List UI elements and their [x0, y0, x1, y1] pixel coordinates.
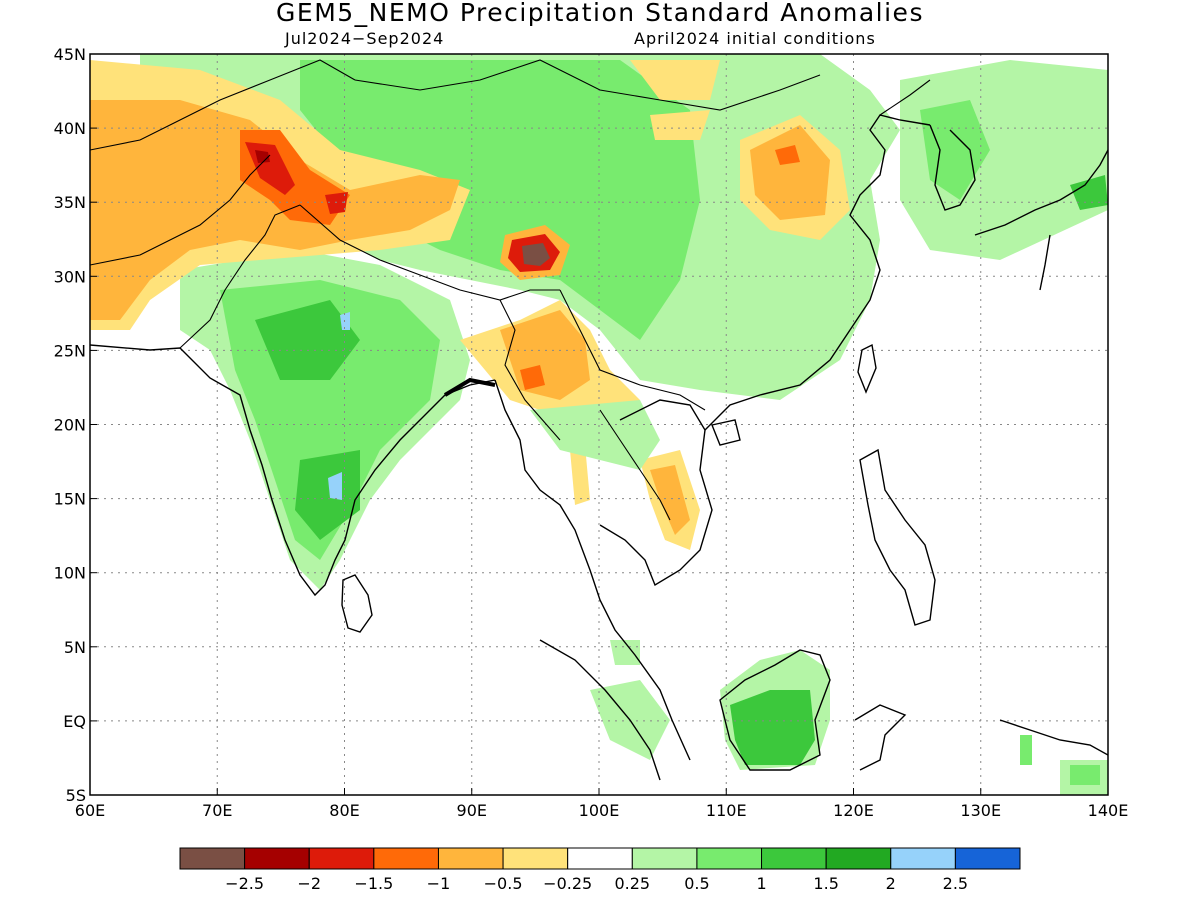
hainan-coastline: [711, 419, 741, 446]
lon-tick-label: 60E: [75, 801, 105, 820]
lon-tick-label: 130E: [960, 801, 1001, 820]
lon-tick-label: 80E: [329, 801, 359, 820]
lat-tick-label: 35N: [54, 193, 86, 212]
east-asia-wet-inner: [300, 60, 700, 340]
indochina-wet: [530, 400, 660, 470]
north-china-dry-spot: [775, 145, 800, 165]
new-guinea-wet-core: [1020, 735, 1100, 785]
colorbar-label: 2: [886, 874, 896, 893]
lon-tick-label: 140E: [1088, 801, 1129, 820]
colorbar-label: 2.5: [943, 874, 968, 893]
map-gridlines: [90, 54, 1108, 795]
colorbar-label: −1.5: [354, 874, 393, 893]
colorbar-swatch: [373, 847, 439, 870]
sri-lanka-coastline: [341, 574, 373, 633]
colorbar-swatch: [502, 847, 569, 870]
lat-tick-label: 25N: [54, 341, 86, 360]
border-laos-thailand: [599, 409, 671, 521]
chart-title: GEM5_NEMO Precipitation Standard Anomali…: [276, 0, 924, 27]
lat-tick-label: EQ: [63, 712, 86, 731]
japan-coastline: [974, 149, 1108, 291]
anomaly-field: [90, 54, 1108, 795]
initial-conditions: April2024 initial conditions: [634, 29, 876, 48]
india-strong-wet: [328, 312, 350, 500]
lat-tick-label: 5N: [64, 638, 86, 657]
lat-tick-label: 30N: [54, 267, 86, 286]
north-china-dry-core: [750, 125, 830, 220]
himalaya-dry-extreme: [255, 150, 270, 163]
colorbar-swatch: [567, 847, 633, 870]
new-guinea-coastline: [999, 719, 1108, 756]
colorbar-label: −0.5: [484, 874, 523, 893]
lon-tick-label: 110E: [706, 801, 747, 820]
lat-tick-label: 40N: [54, 119, 86, 138]
borneo-wet: [730, 690, 815, 765]
colorbar-swatch: [244, 847, 310, 870]
lon-tick-label: 100E: [579, 801, 620, 820]
lat-tick-label: 45N: [54, 45, 86, 64]
borneo-coastline: [719, 649, 831, 771]
lat-tick-label: 10N: [54, 564, 86, 583]
border-pakistan-india: [179, 204, 301, 349]
map-axes: 60E 70E 80E 90E 100E 110E 120E 130E 140E 45N 40N 35…: [54, 45, 1129, 820]
colorbar-label: 0.25: [614, 874, 650, 893]
colorbar-label: 1: [756, 874, 766, 893]
lon-tick-label: 90E: [457, 801, 487, 820]
colorbar-swatch: [308, 847, 375, 870]
border-himalaya: [299, 204, 560, 301]
coastlines: [90, 114, 1108, 781]
colorbar-label: −0.25: [543, 874, 592, 893]
forecast-period: Jul2024−Sep2024: [285, 29, 445, 48]
border-mongolia: [354, 59, 821, 111]
colorbar: −2.5 −2 −1.5 −1 −0.5 −0.25 0.25 0.5 1 1.5 2 2.5: [179, 847, 1021, 893]
pakistan-dry: [90, 100, 460, 320]
colorbar-swatch: [825, 847, 892, 870]
colorbar-swatch: [890, 847, 956, 870]
sulawesi-coastline: [854, 704, 907, 771]
taiwan-coastline: [857, 343, 877, 394]
myanmar-dry-spot: [520, 365, 545, 390]
sumatra-coastline: [539, 639, 661, 781]
lon-tick-label: 70E: [202, 801, 232, 820]
lat-tick-label: 5S: [66, 786, 86, 805]
korea-wet-core: [920, 100, 990, 200]
colorbar-swatch: [631, 847, 698, 870]
philippines-coastline: [859, 448, 936, 626]
indochina-coastline: [494, 379, 691, 761]
mongolia-dry: [630, 60, 720, 140]
india-coastline: [90, 344, 496, 597]
tibet-dry-core: [522, 243, 550, 266]
vietnam-coastline: [599, 399, 713, 587]
bangladesh-coast: [443, 377, 496, 397]
himalaya-dry-core: [245, 142, 348, 214]
colorbar-swatch: [437, 847, 504, 870]
border-central-asia: [90, 59, 356, 151]
lat-tick-label: 15N: [54, 490, 86, 509]
colorbar-label: −1: [427, 874, 451, 893]
border-myanmar: [499, 299, 561, 441]
china-coastline: [704, 114, 931, 431]
lat-tick-label: 20N: [54, 416, 86, 435]
colorbar-label: −2.5: [225, 874, 264, 893]
lon-tick-label: 120E: [833, 801, 874, 820]
indochina-dry-core: [650, 465, 690, 535]
korea-coastline: [929, 124, 976, 211]
colorbar-swatch: [954, 847, 1021, 870]
colorbar-label: −2: [297, 874, 321, 893]
borders: [90, 59, 931, 521]
japan-wet-core: [1070, 175, 1108, 210]
colorbar-swatch: [179, 847, 246, 870]
colorbar-swatch: [761, 847, 827, 870]
border-china-seasia: [559, 289, 706, 411]
colorbar-label: 0.5: [684, 874, 709, 893]
border-china-korea: [879, 79, 931, 116]
colorbar-label: 1.5: [813, 874, 838, 893]
colorbar-swatch: [696, 847, 763, 870]
border-afghanistan: [90, 154, 271, 266]
sumatra-wet: [590, 640, 670, 760]
